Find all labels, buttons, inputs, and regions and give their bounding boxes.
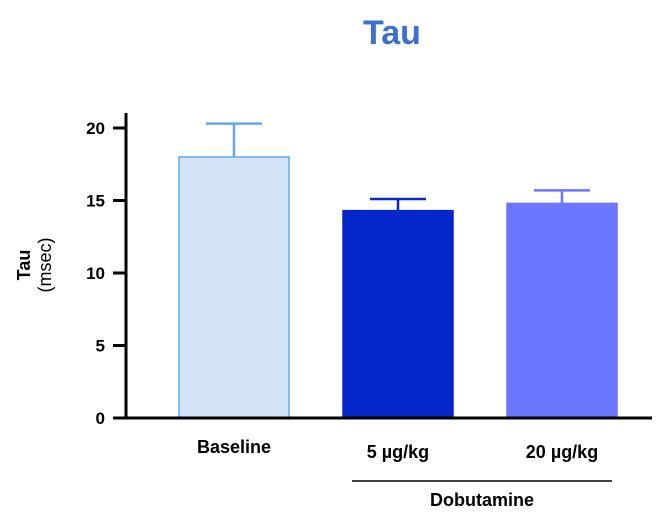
y-tick-label: 10 bbox=[86, 264, 105, 283]
bars-group bbox=[178, 156, 618, 419]
y-axis-title: Tau (msec) bbox=[14, 238, 55, 293]
x-tick-label: Baseline bbox=[197, 437, 271, 457]
error-bars-group bbox=[206, 122, 590, 211]
bar-2 bbox=[342, 209, 454, 419]
y-tick-label: 5 bbox=[96, 337, 105, 356]
y-axis-ticks: 0 5 10 15 20 bbox=[86, 119, 126, 428]
y-tick-label: 15 bbox=[86, 192, 105, 211]
bar-3 bbox=[506, 202, 618, 419]
y-axis-unit: (msec) bbox=[35, 238, 55, 293]
x-tick-label: 5 µg/kg bbox=[367, 442, 429, 462]
chart-title: Tau bbox=[363, 14, 421, 52]
x-axis-labels: Baseline 5 µg/kg 20 µg/kg bbox=[197, 437, 598, 462]
error-bar-1 bbox=[206, 122, 262, 157]
x-tick-label: 20 µg/kg bbox=[526, 442, 598, 462]
group-label: Dobutamine bbox=[430, 490, 534, 510]
error-bar-2 bbox=[370, 197, 426, 211]
bar-1 bbox=[178, 156, 290, 419]
y-axis-label: Tau bbox=[14, 250, 34, 281]
error-bar-3 bbox=[534, 189, 590, 204]
y-tick-label: 0 bbox=[96, 409, 105, 428]
y-tick-label: 20 bbox=[86, 119, 105, 138]
